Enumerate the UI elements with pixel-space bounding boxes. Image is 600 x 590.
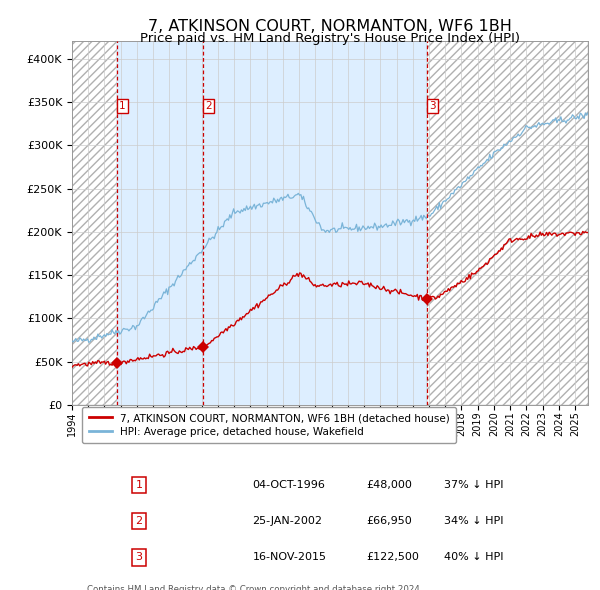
Text: Contains HM Land Registry data © Crown copyright and database right 2024.
This d: Contains HM Land Registry data © Crown c… <box>88 585 423 590</box>
Text: 3: 3 <box>136 552 143 562</box>
Text: 2: 2 <box>136 516 143 526</box>
Text: 34% ↓ HPI: 34% ↓ HPI <box>443 516 503 526</box>
Text: 40% ↓ HPI: 40% ↓ HPI <box>443 552 503 562</box>
Text: 25-JAN-2002: 25-JAN-2002 <box>253 516 323 526</box>
Text: 16-NOV-2015: 16-NOV-2015 <box>253 552 326 562</box>
Text: 04-OCT-1996: 04-OCT-1996 <box>253 480 325 490</box>
Text: £48,000: £48,000 <box>366 480 412 490</box>
Bar <box>116 41 427 405</box>
Text: £66,950: £66,950 <box>366 516 412 526</box>
Bar <box>72 41 116 405</box>
Bar <box>427 41 588 405</box>
Text: 1: 1 <box>136 480 143 490</box>
Text: 1: 1 <box>119 101 125 112</box>
Text: Price paid vs. HM Land Registry's House Price Index (HPI): Price paid vs. HM Land Registry's House … <box>140 32 520 45</box>
Legend: 7, ATKINSON COURT, NORMANTON, WF6 1BH (detached house), HPI: Average price, deta: 7, ATKINSON COURT, NORMANTON, WF6 1BH (d… <box>82 407 456 444</box>
Text: 7, ATKINSON COURT, NORMANTON, WF6 1BH: 7, ATKINSON COURT, NORMANTON, WF6 1BH <box>148 19 512 34</box>
Text: £122,500: £122,500 <box>366 552 419 562</box>
Text: 2: 2 <box>205 101 212 112</box>
Text: 3: 3 <box>430 101 436 112</box>
Text: 37% ↓ HPI: 37% ↓ HPI <box>443 480 503 490</box>
